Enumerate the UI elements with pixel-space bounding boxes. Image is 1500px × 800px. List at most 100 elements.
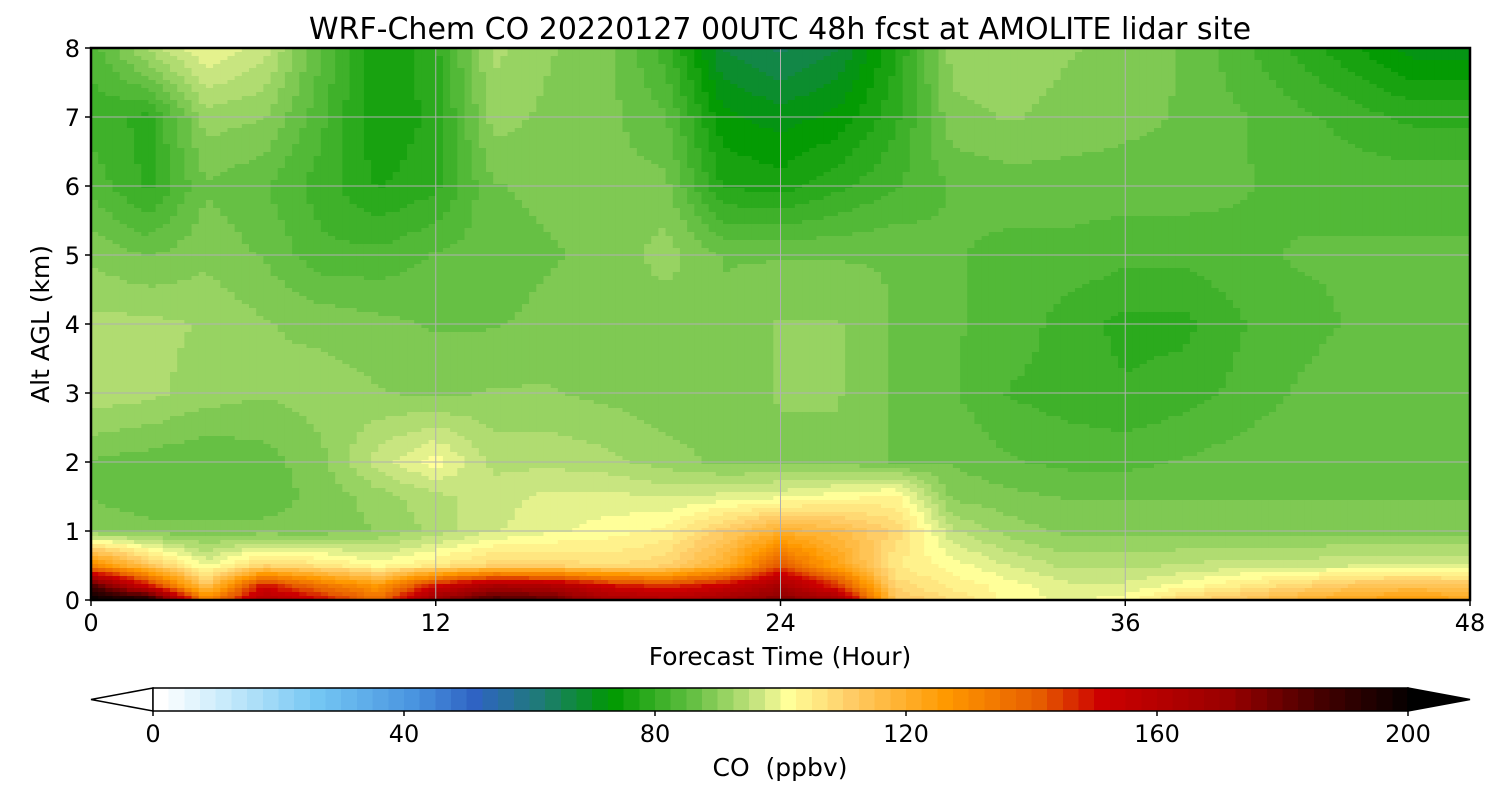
field-cell: [903, 144, 911, 149]
field-cell: [486, 148, 494, 153]
field-cell: [192, 52, 200, 57]
field-cell: [306, 96, 314, 101]
field-cell: [694, 144, 702, 149]
field-cell: [457, 68, 465, 73]
field-cell: [1118, 100, 1126, 105]
field-cell: [263, 124, 271, 129]
field-cell: [946, 136, 954, 141]
field-cell: [529, 56, 537, 61]
field-cell: [630, 60, 638, 65]
field-cell: [630, 120, 638, 125]
field-cell: [1369, 92, 1377, 97]
field-cell: [378, 128, 386, 133]
field-cell: [306, 52, 314, 57]
field-cell: [1219, 60, 1227, 65]
field-cell: [831, 148, 839, 153]
field-cell: [881, 92, 889, 97]
field-cell: [1075, 72, 1083, 77]
field-cell: [1420, 108, 1428, 113]
field-cell: [558, 132, 566, 137]
field-cell: [436, 72, 444, 77]
field-cell: [1204, 80, 1212, 85]
field-cell: [924, 52, 932, 57]
field-cell: [960, 108, 968, 113]
field-cell: [1255, 140, 1263, 145]
field-cell: [694, 72, 702, 77]
field-cell: [658, 148, 666, 153]
field-cell: [824, 108, 832, 113]
field-cell: [500, 92, 508, 97]
field-cell: [1369, 72, 1377, 77]
field-cell: [299, 148, 307, 153]
field-cell: [1061, 124, 1069, 129]
field-cell: [709, 136, 717, 141]
field-cell: [910, 144, 918, 149]
field-cell: [644, 136, 652, 141]
field-cell: [888, 84, 896, 89]
field-cell: [285, 112, 293, 117]
field-cell: [960, 64, 968, 69]
field-cell: [235, 64, 243, 69]
field-cell: [737, 92, 745, 97]
field-cell: [278, 60, 286, 65]
field-cell: [457, 80, 465, 85]
field-cell: [572, 64, 580, 69]
field-cell: [838, 92, 846, 97]
field-cell: [687, 88, 695, 93]
field-cell: [701, 88, 709, 93]
field-cell: [1025, 136, 1033, 141]
field-cell: [910, 100, 918, 105]
field-cell: [1197, 144, 1205, 149]
field-cell: [486, 96, 494, 101]
field-cell: [1405, 56, 1413, 61]
field-cell: [1413, 128, 1421, 133]
field-cell: [249, 100, 257, 105]
field-cell: [522, 52, 530, 57]
field-cell: [357, 88, 365, 93]
field-cell: [536, 84, 544, 89]
field-cell: [292, 108, 300, 113]
field-cell: [745, 148, 753, 153]
field-cell: [285, 60, 293, 65]
field-cell: [1053, 92, 1061, 97]
field-cell: [687, 128, 695, 133]
field-cell: [630, 76, 638, 81]
field-cell: [213, 128, 221, 133]
field-cell: [838, 60, 846, 65]
field-cell: [170, 100, 178, 105]
field-cell: [974, 104, 982, 109]
field-cell: [1233, 92, 1241, 97]
field-cell: [939, 148, 947, 153]
field-cell: [1053, 104, 1061, 109]
field-cell: [1168, 132, 1176, 137]
field-cell: [98, 128, 106, 133]
field-cell: [903, 88, 911, 93]
field-cell: [242, 144, 250, 149]
field-cell: [443, 88, 451, 93]
field-cell: [235, 120, 243, 125]
field-cell: [687, 52, 695, 57]
field-cell: [917, 104, 925, 109]
field-cell: [845, 80, 853, 85]
field-cell: [709, 52, 717, 57]
field-cell: [895, 128, 903, 133]
field-cell: [781, 52, 789, 57]
field-cell: [1183, 80, 1191, 85]
field-cell: [1161, 100, 1169, 105]
field-cell: [508, 120, 516, 125]
field-cell: [1326, 108, 1334, 113]
field-cell: [1369, 56, 1377, 61]
field-cell: [1089, 136, 1097, 141]
field-cell: [781, 124, 789, 129]
field-cell: [1283, 132, 1291, 137]
field-cell: [199, 104, 207, 109]
field-cell: [105, 108, 113, 113]
field-cell: [1391, 68, 1399, 73]
field-cell: [306, 80, 314, 85]
field-cell: [996, 140, 1004, 145]
field-cell: [1312, 80, 1320, 85]
field-cell: [220, 88, 228, 93]
field-cell: [730, 128, 738, 133]
field-cell: [500, 136, 508, 141]
field-cell: [393, 104, 401, 109]
